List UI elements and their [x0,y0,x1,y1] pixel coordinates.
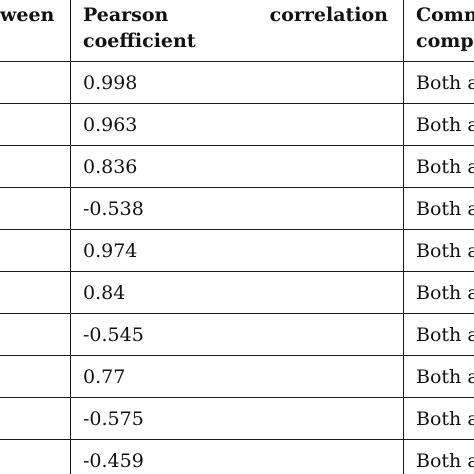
row-divider [0,397,474,398]
cell-comment: Both a [416,324,474,346]
cell-comment: Both a [416,240,474,262]
cell-value: -0.545 [83,324,144,346]
cell-comment: Both a [416,366,474,388]
row-divider [0,355,474,356]
cell-value: 0.998 [83,72,138,94]
cell-value: 0.974 [83,240,138,262]
cell-comment: Both a [416,72,474,94]
cell-value: 0.84 [83,282,126,304]
row-divider [0,229,474,230]
header-pearson-word: Pearson [83,4,169,26]
header-pearson-line2: coefficient [83,30,196,52]
row-divider [0,439,474,440]
row-divider [0,313,474,314]
cell-value: -0.538 [83,198,144,220]
cell-comment: Both a [416,282,474,304]
row-divider [0,271,474,272]
cell-value: 0.77 [83,366,126,388]
cell-comment: Both a [416,450,474,472]
cell-comment: Both a [416,114,474,136]
header-between: ween [0,4,55,26]
cell-value: 0.836 [83,156,138,178]
cell-value: 0.963 [83,114,138,136]
header-pearson-line1: Pearson correlation [83,3,388,27]
header-correlation-word: correlation [269,4,388,26]
cell-value: -0.575 [83,408,144,430]
header-comment-line1: Comm [416,4,474,26]
column-divider [70,0,71,474]
row-divider [0,145,474,146]
header-comment-line2: comp [416,30,474,52]
row-divider [0,61,474,62]
cell-comment: Both a [416,408,474,430]
row-divider [0,103,474,104]
row-divider [0,187,474,188]
cell-comment: Both a [416,156,474,178]
cell-comment: Both a [416,198,474,220]
cell-value: -0.459 [83,450,144,472]
column-divider [403,0,404,474]
